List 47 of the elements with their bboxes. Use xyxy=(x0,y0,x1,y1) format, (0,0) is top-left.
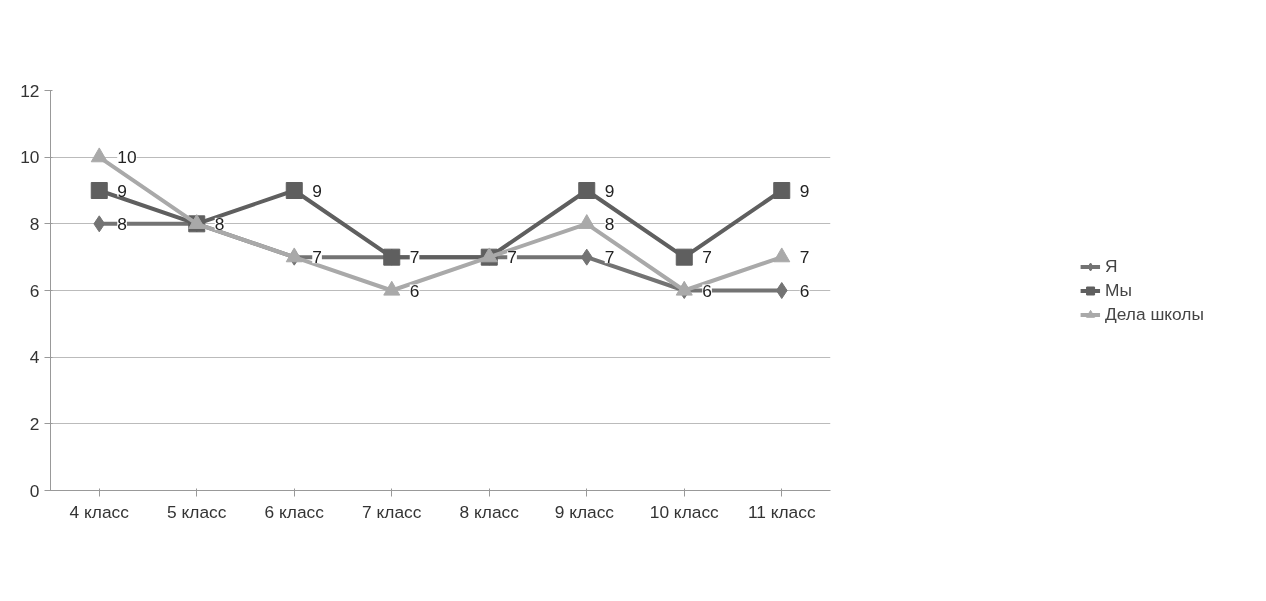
legend-label: Дела школы xyxy=(1105,303,1204,325)
x-tick-label: 5 класс xyxy=(167,501,227,522)
x-tick-label: 6 класс xyxy=(264,501,325,522)
point xyxy=(773,182,791,199)
data-label: 7 xyxy=(507,247,517,268)
point xyxy=(285,182,303,199)
data-label: 7 xyxy=(702,247,712,268)
point xyxy=(773,247,791,263)
data-label: 7 xyxy=(799,247,810,268)
x-tick-label: 8 класс xyxy=(459,501,520,522)
point xyxy=(188,214,206,229)
y-tick-label: 10 xyxy=(20,147,40,168)
x-tick-label: 10 класс xyxy=(649,501,720,522)
x-tick-label: 4 класс xyxy=(69,501,130,522)
data-label: 9 xyxy=(799,180,810,201)
point xyxy=(93,215,106,233)
point xyxy=(383,280,401,296)
data-label: 6 xyxy=(799,280,810,301)
legend-label: Я xyxy=(1105,255,1119,277)
x-tick-label: 11 класс xyxy=(747,501,816,522)
data-label: 9 xyxy=(312,180,322,201)
x-tick-label: 7 класс xyxy=(362,501,422,522)
data-label: 6 xyxy=(702,280,712,301)
data-label: 7 xyxy=(312,247,322,268)
data-label: 9 xyxy=(604,180,615,201)
point xyxy=(580,248,593,266)
y-tick-label: 0 xyxy=(29,480,40,501)
data-label: 8 xyxy=(117,213,127,234)
point xyxy=(675,248,693,266)
data-label: 7 xyxy=(409,247,420,268)
y-tick-label: 8 xyxy=(29,213,40,234)
y-tick-label: 12 xyxy=(20,80,40,101)
y-tick-label: 4 xyxy=(29,347,40,368)
data-label: 7 xyxy=(604,247,615,268)
y-tick-label: 2 xyxy=(29,413,40,434)
point xyxy=(578,214,596,229)
point xyxy=(578,182,596,199)
point xyxy=(90,182,108,199)
x-tick-label: 9 класс xyxy=(554,501,615,522)
data-label: 10 xyxy=(117,147,137,168)
data-label: 9 xyxy=(117,180,127,201)
y-tick-label: 6 xyxy=(29,280,40,301)
data-label: 8 xyxy=(604,213,615,234)
data-label: 6 xyxy=(409,280,420,301)
data-label: 8 xyxy=(214,213,225,234)
legend-label: Мы xyxy=(1105,279,1132,301)
point xyxy=(775,282,788,299)
